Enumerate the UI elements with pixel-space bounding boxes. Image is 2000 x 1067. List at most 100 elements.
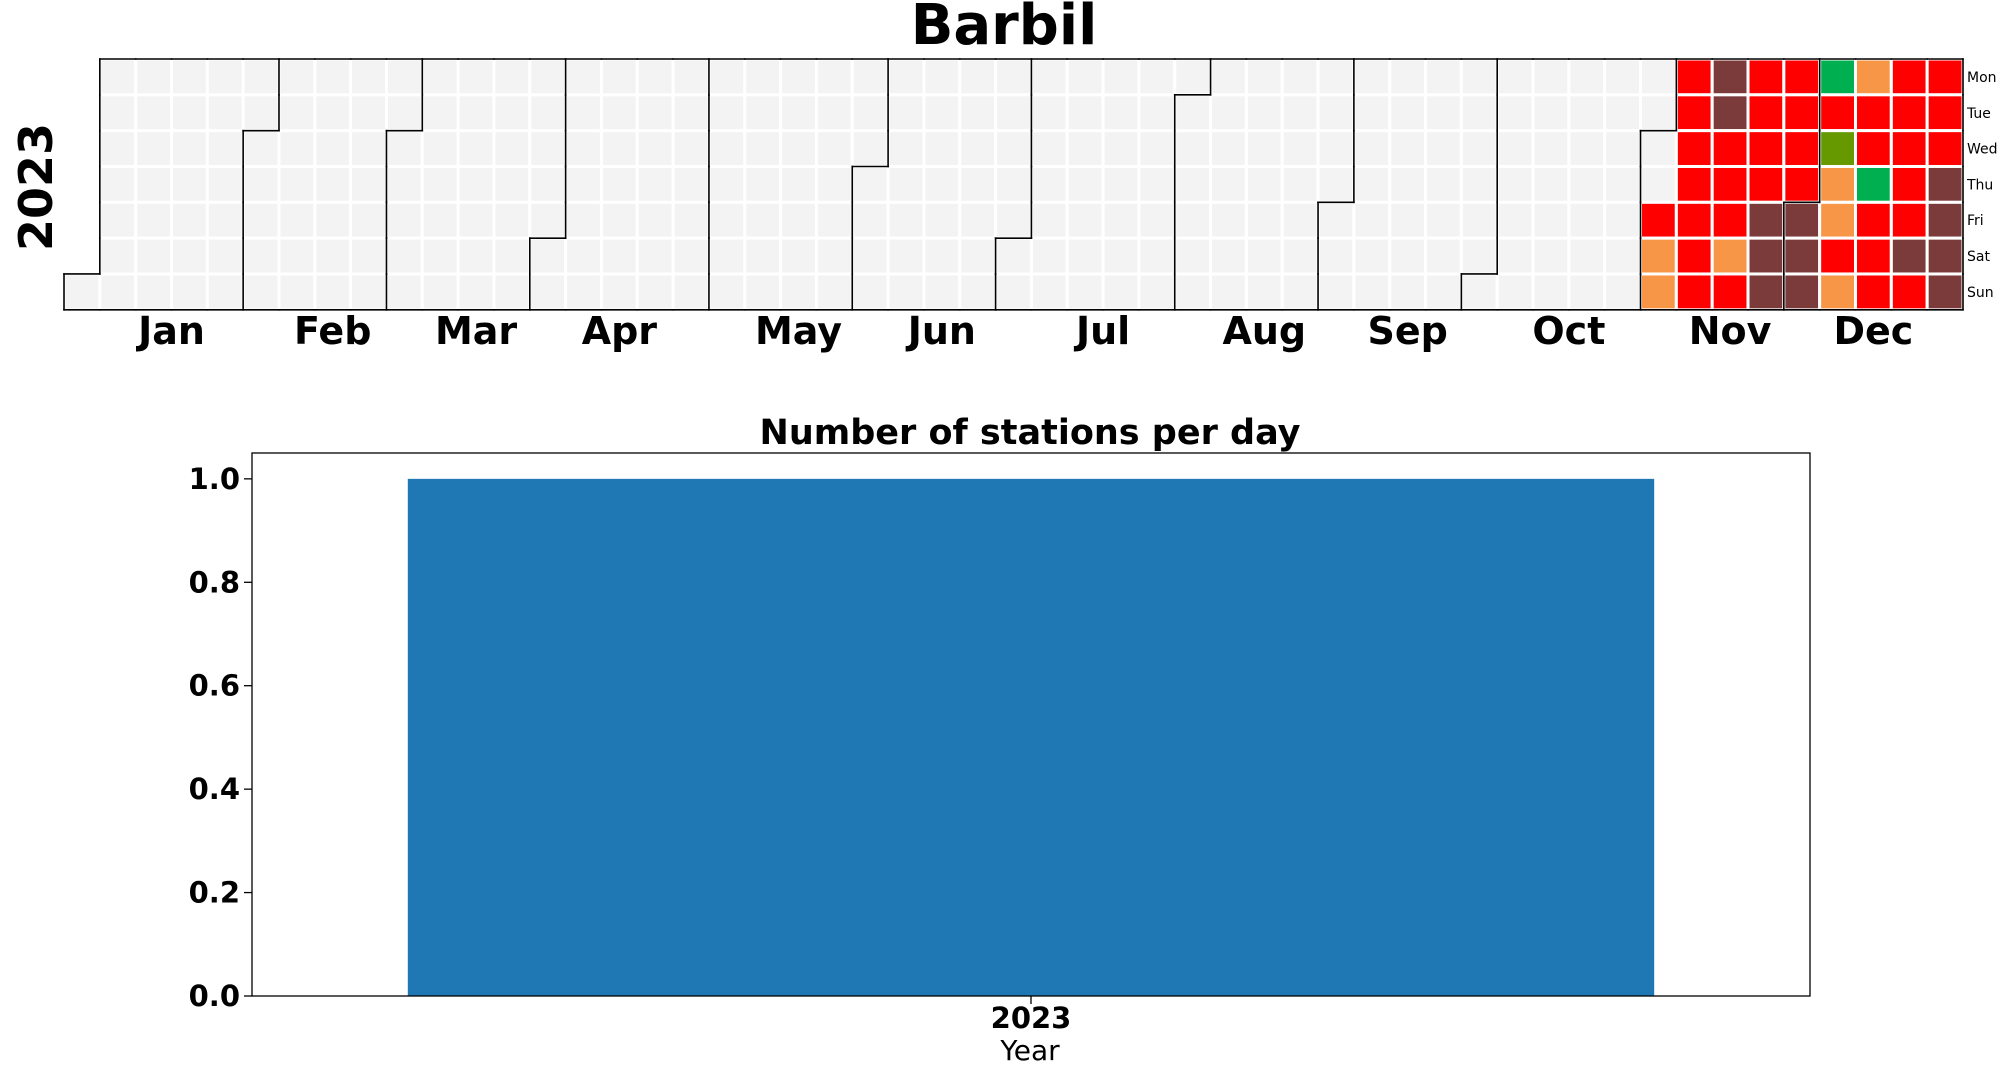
calendar-day-cell xyxy=(492,236,532,276)
calendar-day-cell xyxy=(1424,57,1463,97)
calendar-day-cell xyxy=(671,164,711,204)
calendar-day-cell xyxy=(922,272,962,312)
calendar-day-cell xyxy=(1531,236,1571,276)
calendar-day-cell xyxy=(492,57,532,97)
calendar-day-cell xyxy=(134,164,173,204)
calendar-day-cell xyxy=(1280,272,1320,312)
calendar-day-cell xyxy=(886,272,926,312)
calendar-day-cell xyxy=(1173,236,1213,276)
weekday-label: Fri xyxy=(1967,213,1984,229)
month-label: Apr xyxy=(582,309,658,353)
calendar-day-cell xyxy=(1280,164,1320,204)
calendar-day-cell xyxy=(1029,200,1069,240)
bar-x-ticks: 2023 xyxy=(991,996,1072,1035)
y-tick-label: 0.4 xyxy=(189,772,240,806)
calendar-day-cell xyxy=(1818,272,1858,312)
calendar-day-cell xyxy=(277,164,317,204)
calendar-day-cell xyxy=(98,272,138,312)
calendar-day-cell xyxy=(384,129,424,168)
calendar-day-cell xyxy=(1818,200,1858,240)
calendar-day-cell xyxy=(528,93,568,133)
calendar-day-cell xyxy=(1316,164,1356,204)
calendar-day-cell xyxy=(814,236,854,276)
calendar-day-cell xyxy=(1137,93,1177,133)
calendar-day-cell xyxy=(277,200,317,240)
calendar-day-cell xyxy=(1639,129,1678,168)
calendar-day-cell xyxy=(671,236,711,276)
calendar-day-cell xyxy=(1603,200,1643,240)
calendar-year-label: 2023 xyxy=(9,123,63,251)
bar-x-axis-label: Year xyxy=(999,1034,1060,1067)
calendar-day-cell xyxy=(1531,164,1571,204)
calendar-day-cell xyxy=(850,200,890,240)
calendar-day-cell xyxy=(1603,93,1643,133)
calendar-day-cell xyxy=(169,129,209,168)
calendar-day-cell xyxy=(1316,129,1356,168)
calendar-day-cell xyxy=(1388,272,1428,312)
calendar-day-cell xyxy=(1316,272,1356,312)
stations-bar-chart: Number of stations per day 0.00.20.40.60… xyxy=(189,413,1811,1067)
calendar-day-cell xyxy=(958,57,998,97)
calendar-day-cell xyxy=(205,272,245,312)
calendar-day-cell xyxy=(241,272,281,312)
calendar-day-cell xyxy=(564,129,603,168)
calendar-day-cell xyxy=(241,236,281,276)
calendar-day-cell xyxy=(743,200,783,240)
calendar-day-cell xyxy=(1818,93,1858,133)
calendar-day-cell xyxy=(1101,272,1141,312)
calendar-day-cell xyxy=(994,200,1033,240)
calendar-day-cell xyxy=(564,236,603,276)
calendar-day-cell xyxy=(1029,57,1069,97)
calendar-day-cell xyxy=(1674,129,1714,168)
calendar-day-cell xyxy=(1710,93,1750,133)
calendar-day-cell xyxy=(313,236,353,276)
calendar-day-cell xyxy=(1567,93,1607,133)
calendar-day-cell xyxy=(384,164,424,204)
calendar-day-cell xyxy=(1352,164,1392,204)
calendar-day-cell xyxy=(1280,200,1320,240)
calendar-day-cell xyxy=(169,93,209,133)
calendar-day-cell xyxy=(241,57,281,97)
calendar-day-cell xyxy=(1209,57,1248,97)
calendar-day-cell xyxy=(1459,236,1499,276)
calendar-day-cell xyxy=(420,236,460,276)
calendar-day-cell xyxy=(1603,272,1643,312)
calendar-day-cell xyxy=(1567,236,1607,276)
month-label: Dec xyxy=(1833,309,1913,353)
calendar-day-cell xyxy=(1173,200,1213,240)
calendar-day-cell xyxy=(492,272,532,312)
calendar-day-cell xyxy=(1459,57,1499,97)
calendar-day-cell xyxy=(98,236,138,276)
calendar-day-cell xyxy=(1782,236,1822,276)
calendar-day-cell xyxy=(922,93,962,133)
calendar-day-cell xyxy=(456,272,496,312)
calendar-day-cell xyxy=(205,93,245,133)
calendar-day-cell xyxy=(671,93,711,133)
calendar-day-cell xyxy=(1101,164,1141,204)
calendar-day-cell xyxy=(1818,129,1858,168)
calendar-day-cell xyxy=(384,57,424,97)
calendar-day-cell xyxy=(1854,129,1893,168)
calendar-day-cell xyxy=(922,236,962,276)
calendar-day-cell xyxy=(62,272,102,312)
calendar-day-cell xyxy=(1065,164,1105,204)
calendar-day-cell xyxy=(1459,200,1499,240)
calendar-day-cell xyxy=(1818,236,1858,276)
calendar-day-cell xyxy=(1782,93,1822,133)
calendar-day-cell xyxy=(1137,57,1177,97)
x-tick-label: 2023 xyxy=(991,1001,1072,1035)
calendar-day-cell xyxy=(886,236,926,276)
calendar-day-cell xyxy=(1710,236,1750,276)
calendar-day-cell xyxy=(1209,164,1248,204)
calendar-day-cell xyxy=(922,129,962,168)
calendar-day-cell xyxy=(241,200,281,240)
calendar-day-cell xyxy=(1818,57,1858,97)
calendar-day-cell xyxy=(420,129,460,168)
calendar-day-cell xyxy=(456,57,496,97)
month-label: Aug xyxy=(1222,309,1306,353)
calendar-day-cell xyxy=(1029,129,1069,168)
calendar-day-cell xyxy=(1244,93,1284,133)
calendar-day-cell xyxy=(1495,129,1535,168)
calendar-day-cell xyxy=(814,164,854,204)
